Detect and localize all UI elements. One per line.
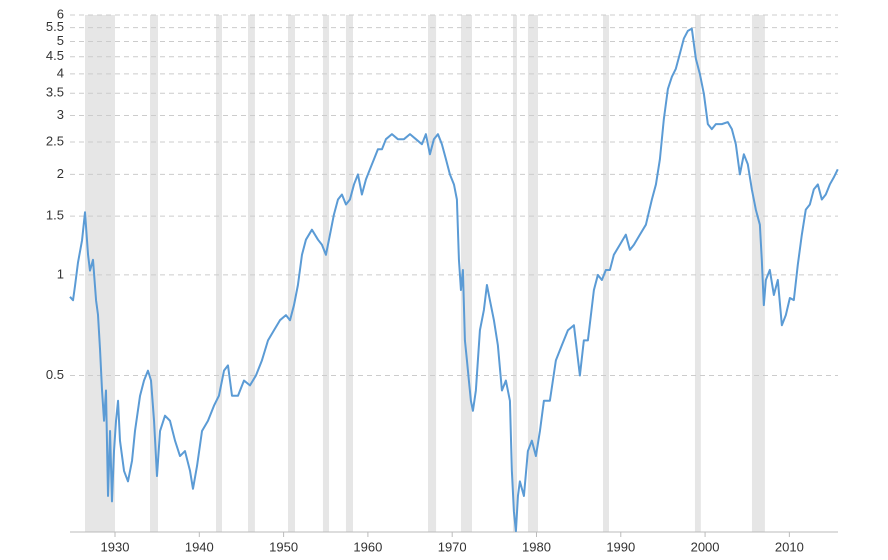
recession-band <box>322 15 330 532</box>
y-tick-label: 5.5 <box>46 19 64 34</box>
y-tick-label: 1.5 <box>46 208 64 223</box>
y-tick-label: 6 <box>57 6 64 21</box>
x-tick-label: 1940 <box>185 539 214 554</box>
data-line <box>69 27 839 533</box>
y-tick-label: 5 <box>57 33 64 48</box>
y-tick-label: 3 <box>57 107 64 122</box>
recession-band <box>345 15 353 532</box>
y-tick-label: 3.5 <box>46 85 64 100</box>
recession-band <box>427 15 437 532</box>
recession-band <box>527 15 538 532</box>
x-tick-label: 1950 <box>269 539 298 554</box>
x-tick-label: 1960 <box>353 539 382 554</box>
recession-band <box>512 15 518 532</box>
recession-band <box>248 15 255 532</box>
x-tick-label: 1970 <box>438 539 467 554</box>
x-tick-label: 1990 <box>606 539 635 554</box>
y-tick-label: 4.5 <box>46 48 64 63</box>
y-tick-label: 0.5 <box>46 367 64 382</box>
recession-band <box>751 15 765 532</box>
y-tick-label: 2 <box>57 166 64 181</box>
y-tick-label: 2.5 <box>46 133 64 148</box>
recession-band <box>287 15 295 532</box>
x-tick-label: 2010 <box>775 539 804 554</box>
y-tick-label: 1 <box>57 266 64 281</box>
recession-band <box>460 15 472 532</box>
recession-band <box>694 15 701 532</box>
recession-band <box>215 15 222 532</box>
y-tick-label: 4 <box>57 65 64 80</box>
recession-band <box>149 15 159 532</box>
recession-band <box>602 15 609 532</box>
x-tick-label: 2000 <box>691 539 720 554</box>
x-tick-label: 1980 <box>522 539 551 554</box>
x-tick-label: 1930 <box>101 539 130 554</box>
